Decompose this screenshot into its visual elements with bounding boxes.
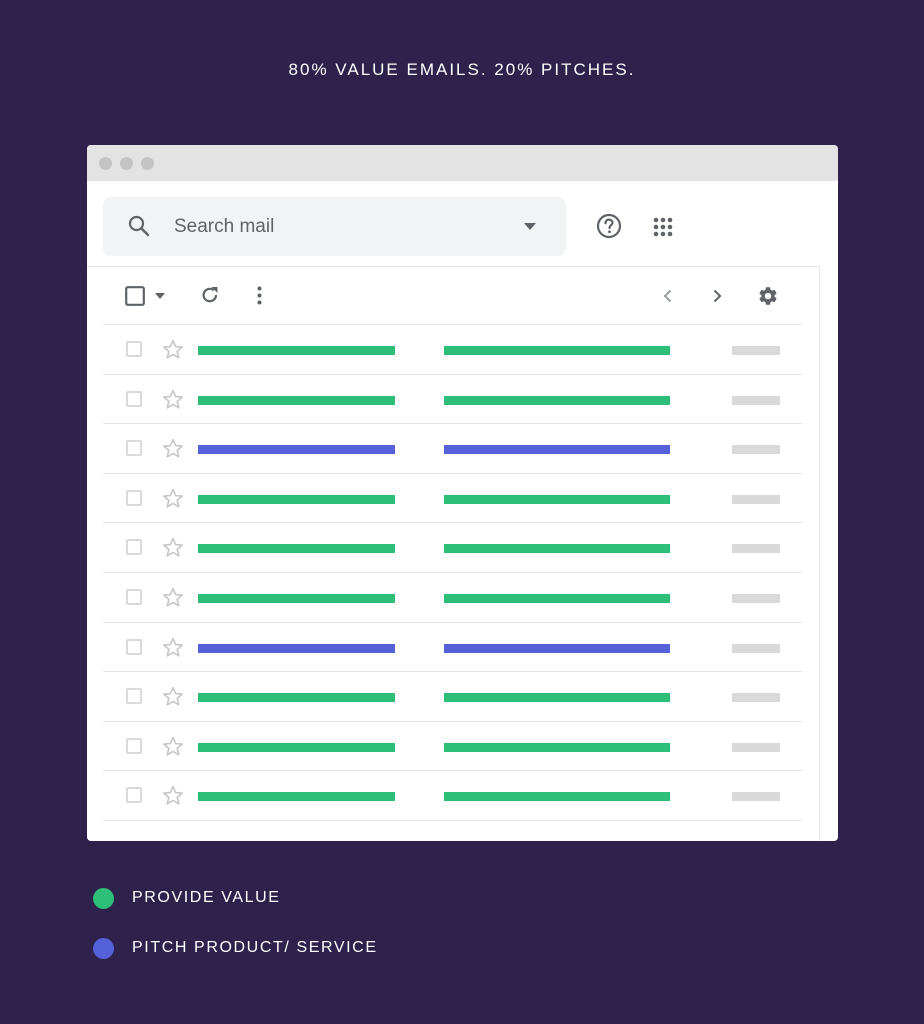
date-placeholder-bar [732, 346, 780, 355]
star-icon[interactable] [162, 339, 184, 365]
more-vert-icon[interactable] [257, 286, 262, 305]
date-placeholder-bar [732, 544, 780, 554]
window-titlebar [87, 145, 838, 181]
star-icon[interactable] [162, 736, 184, 762]
sender-placeholder-bar [198, 643, 395, 653]
window-minimize-dot[interactable] [120, 157, 133, 170]
legend-label: PROVIDE VALUE [132, 889, 281, 906]
email-row[interactable] [103, 325, 802, 375]
toolbar-divider [103, 324, 802, 325]
subject-placeholder-bar [444, 494, 670, 504]
sender-placeholder-bar [198, 346, 395, 355]
sender-placeholder-bar [198, 544, 395, 554]
subject-placeholder-bar [444, 544, 670, 554]
star-icon[interactable] [162, 785, 184, 811]
subject-placeholder-bar [444, 742, 670, 752]
date-placeholder-bar [732, 792, 780, 802]
row-checkbox[interactable] [126, 688, 142, 705]
prev-page-icon[interactable] [663, 289, 672, 303]
row-checkbox[interactable] [126, 341, 142, 357]
subject-placeholder-bar [444, 346, 670, 355]
star-icon[interactable] [162, 637, 184, 663]
sender-placeholder-bar [198, 445, 395, 455]
scrollbar-track[interactable] [819, 266, 820, 841]
date-placeholder-bar [732, 742, 780, 752]
email-row[interactable] [103, 573, 802, 623]
sender-placeholder-bar [198, 395, 395, 405]
subject-placeholder-bar [444, 792, 670, 802]
row-checkbox[interactable] [126, 539, 142, 556]
date-placeholder-bar [732, 693, 780, 703]
star-icon[interactable] [162, 686, 184, 712]
headline: 80% VALUE EMAILS. 20% PITCHES. [288, 60, 636, 79]
subject-placeholder-bar [444, 693, 670, 703]
sender-placeholder-bar [198, 494, 395, 504]
star-icon[interactable] [162, 438, 184, 464]
subject-placeholder-bar [444, 445, 670, 455]
row-checkbox[interactable] [126, 390, 142, 407]
settings-icon[interactable] [757, 285, 779, 307]
email-row[interactable] [103, 424, 802, 474]
legend-dot [93, 938, 114, 959]
date-placeholder-bar [732, 445, 780, 455]
search-icon[interactable] [127, 214, 151, 238]
email-row[interactable] [103, 672, 802, 722]
sender-placeholder-bar [198, 693, 395, 703]
help-icon[interactable] [596, 213, 622, 239]
star-icon[interactable] [162, 587, 184, 613]
apps-grid-icon[interactable] [653, 217, 673, 237]
window-maximize-dot[interactable] [141, 157, 154, 170]
row-checkbox[interactable] [126, 638, 142, 655]
search-bar[interactable]: Search mail [103, 197, 566, 256]
search-input[interactable]: Search mail [174, 216, 275, 237]
row-checkbox[interactable] [126, 737, 142, 754]
sender-placeholder-bar [198, 792, 395, 802]
legend-dot [93, 888, 114, 909]
caret-down-icon[interactable] [523, 222, 537, 231]
date-placeholder-bar [732, 395, 780, 405]
email-row[interactable] [103, 523, 802, 573]
date-placeholder-bar [732, 643, 780, 653]
window-close-dot[interactable] [99, 157, 112, 170]
sender-placeholder-bar [198, 593, 395, 603]
sender-placeholder-bar [198, 742, 395, 752]
star-icon[interactable] [162, 537, 184, 563]
email-row[interactable] [103, 474, 802, 524]
row-checkbox[interactable] [126, 440, 142, 457]
row-checkbox[interactable] [126, 588, 142, 605]
subject-placeholder-bar [444, 643, 670, 653]
email-row[interactable] [103, 623, 802, 673]
email-row[interactable] [103, 771, 802, 821]
date-placeholder-bar [732, 593, 780, 603]
email-row[interactable] [103, 375, 802, 425]
star-icon[interactable] [162, 488, 184, 514]
row-checkbox[interactable] [126, 489, 142, 506]
mail-window: Search mail [87, 145, 838, 841]
legend-label: PITCH PRODUCT/ SERVICE [132, 939, 378, 956]
select-dropdown-icon[interactable] [155, 293, 165, 299]
subject-placeholder-bar [444, 395, 670, 405]
refresh-icon[interactable] [200, 285, 220, 305]
email-row[interactable] [103, 722, 802, 772]
row-checkbox[interactable] [126, 787, 142, 804]
select-all-checkbox[interactable] [125, 286, 145, 306]
star-icon[interactable] [162, 389, 184, 415]
email-list [103, 325, 802, 821]
next-page-icon[interactable] [713, 289, 722, 303]
header-divider [87, 266, 820, 267]
date-placeholder-bar [732, 494, 780, 504]
subject-placeholder-bar [444, 593, 670, 603]
